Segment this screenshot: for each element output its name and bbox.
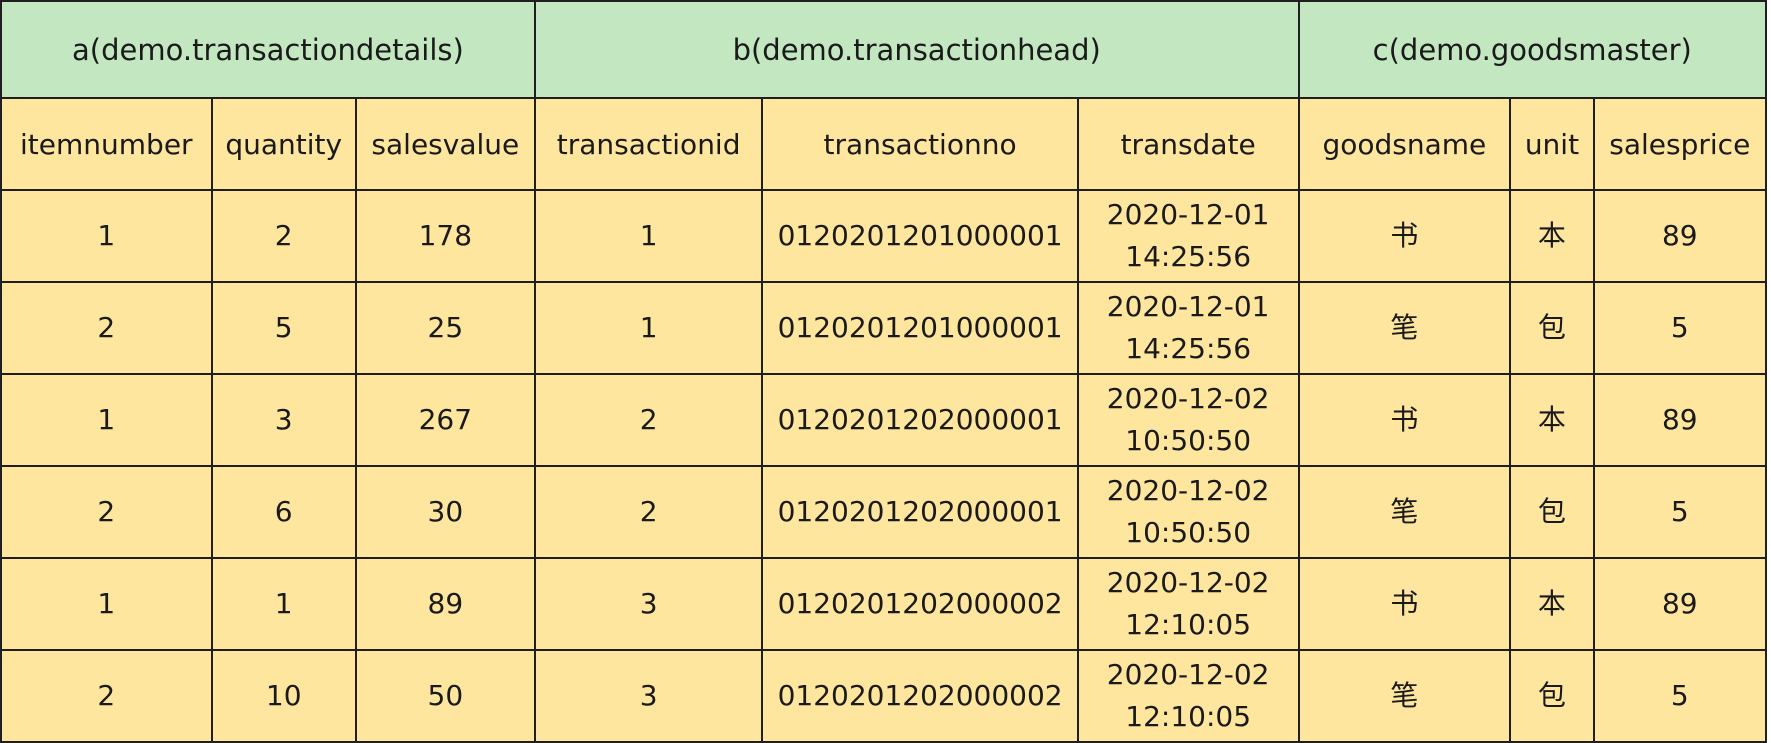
cell-quantity: 5	[210, 281, 357, 375]
column-header-transdate: transdate	[1076, 97, 1300, 191]
cell-goodsname: 笔	[1297, 281, 1512, 375]
cell-salesvalue: 25	[354, 281, 536, 375]
table-row: 2 10 50 3 0120201202000002 2020-12-02 12…	[0, 649, 1768, 743]
table-row: 2 5 25 1 0120201201000001 2020-12-01 14:…	[0, 281, 1768, 375]
transdate-date: 2020-12-02	[1106, 474, 1270, 507]
transdate-time: 14:25:56	[1125, 332, 1252, 365]
cell-transactionno: 0120201202000002	[761, 649, 1079, 743]
cell-transactionid: 2	[533, 373, 764, 467]
cell-unit: 本	[1509, 557, 1595, 651]
cell-transdate: 2020-12-01 14:25:56	[1076, 189, 1300, 283]
cell-transactionid: 1	[533, 189, 764, 283]
cell-transactionno: 0120201202000001	[761, 465, 1079, 559]
transdate-date: 2020-12-02	[1106, 382, 1270, 415]
cell-salesprice: 5	[1592, 281, 1768, 375]
cell-quantity: 3	[210, 373, 357, 467]
cell-unit: 包	[1509, 465, 1595, 559]
transdate-date: 2020-12-02	[1106, 658, 1270, 691]
column-header-itemnumber: itemnumber	[0, 97, 213, 191]
cell-goodsname: 笔	[1297, 649, 1512, 743]
group-header-goodsmaster: c(demo.goodsmaster)	[1297, 0, 1768, 99]
column-header-transactionno: transactionno	[761, 97, 1079, 191]
table-row: 1 1 89 3 0120201202000002 2020-12-02 12:…	[0, 557, 1768, 651]
cell-transdate: 2020-12-02 10:50:50	[1076, 465, 1300, 559]
cell-itemnumber: 2	[0, 649, 213, 743]
column-header-transactionid: transactionid	[533, 97, 764, 191]
cell-unit: 包	[1509, 281, 1595, 375]
cell-goodsname: 笔	[1297, 465, 1512, 559]
cell-quantity: 2	[210, 189, 357, 283]
cell-transactionid: 3	[533, 557, 764, 651]
cell-transdate: 2020-12-02 12:10:05	[1076, 557, 1300, 651]
cell-goodsname: 书	[1297, 557, 1512, 651]
transdate-time: 10:50:50	[1125, 516, 1252, 549]
table-column-header-row: itemnumber quantity salesvalue transacti…	[0, 97, 1768, 191]
cell-unit: 本	[1509, 373, 1595, 467]
cell-unit: 本	[1509, 189, 1595, 283]
transdate-time: 10:50:50	[1125, 424, 1252, 457]
cell-transactionno: 0120201202000001	[761, 373, 1079, 467]
column-header-salesvalue: salesvalue	[354, 97, 536, 191]
group-header-transactionhead: b(demo.transactionhead)	[533, 0, 1300, 99]
cell-salesvalue: 30	[354, 465, 536, 559]
transdate-date: 2020-12-01	[1106, 198, 1270, 231]
cell-quantity: 1	[210, 557, 357, 651]
cell-quantity: 6	[210, 465, 357, 559]
transdate-time: 12:10:05	[1125, 608, 1252, 641]
table-group-header-row: a(demo.transactiondetails) b(demo.transa…	[0, 0, 1768, 99]
transdate-time: 12:10:05	[1125, 700, 1252, 733]
column-header-unit: unit	[1509, 97, 1595, 191]
cell-itemnumber: 1	[0, 557, 213, 651]
cell-salesprice: 5	[1592, 649, 1768, 743]
table-row: 1 3 267 2 0120201202000001 2020-12-02 10…	[0, 373, 1768, 467]
cell-itemnumber: 1	[0, 373, 213, 467]
cell-transactionno: 0120201201000001	[761, 281, 1079, 375]
cell-itemnumber: 2	[0, 465, 213, 559]
cell-transdate: 2020-12-02 10:50:50	[1076, 373, 1300, 467]
cell-salesprice: 89	[1592, 557, 1768, 651]
transdate-time: 14:25:56	[1125, 240, 1252, 273]
cell-salesvalue: 267	[354, 373, 536, 467]
cell-transactionno: 0120201201000001	[761, 189, 1079, 283]
column-header-quantity: quantity	[210, 97, 357, 191]
cell-salesprice: 5	[1592, 465, 1768, 559]
cell-transdate: 2020-12-01 14:25:56	[1076, 281, 1300, 375]
cell-transactionno: 0120201202000002	[761, 557, 1079, 651]
cell-itemnumber: 1	[0, 189, 213, 283]
cell-transactionid: 1	[533, 281, 764, 375]
cell-salesprice: 89	[1592, 373, 1768, 467]
cell-quantity: 10	[210, 649, 357, 743]
cell-transdate: 2020-12-02 12:10:05	[1076, 649, 1300, 743]
cell-salesvalue: 178	[354, 189, 536, 283]
cell-salesvalue: 89	[354, 557, 536, 651]
table-row: 1 2 178 1 0120201201000001 2020-12-01 14…	[0, 189, 1768, 283]
cell-salesvalue: 50	[354, 649, 536, 743]
transdate-date: 2020-12-02	[1106, 566, 1270, 599]
cell-transactionid: 3	[533, 649, 764, 743]
table-row: 2 6 30 2 0120201202000001 2020-12-02 10:…	[0, 465, 1768, 559]
group-header-transactiondetails: a(demo.transactiondetails)	[0, 0, 536, 99]
column-header-goodsname: goodsname	[1297, 97, 1512, 191]
cell-goodsname: 书	[1297, 373, 1512, 467]
cell-unit: 包	[1509, 649, 1595, 743]
cell-goodsname: 书	[1297, 189, 1512, 283]
cell-transactionid: 2	[533, 465, 764, 559]
transdate-date: 2020-12-01	[1106, 290, 1270, 323]
column-header-salesprice: salesprice	[1592, 97, 1768, 191]
cell-salesprice: 89	[1592, 189, 1768, 283]
cell-itemnumber: 2	[0, 281, 213, 375]
